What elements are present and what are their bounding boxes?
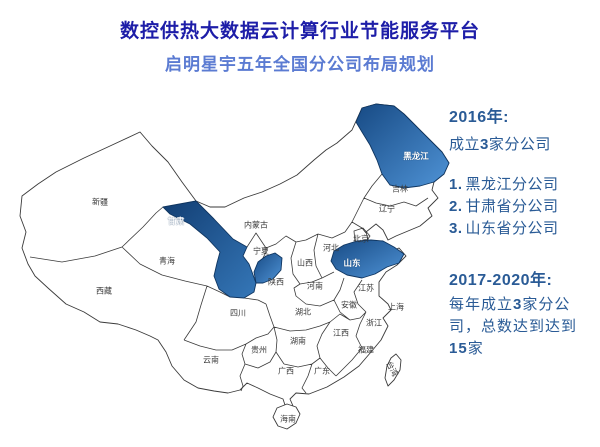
province-label-hainan: 海南 (280, 414, 296, 424)
section-2016-subheading: 成立3家分公司 (449, 136, 551, 153)
province-label-henan: 河南 (307, 281, 323, 291)
right-panel: 2016年: 成立3家分公司 1. 黑龙江分公司 2. 甘肃省分公司 3. 山东省分公… (449, 103, 595, 360)
province-label-hunan: 湖南 (290, 336, 306, 346)
branch-list: 1. 黑龙江分公司 2. 甘肃省分公司 3. 山东省分公司 (449, 174, 595, 240)
province-label-jiangsu: 江苏 (358, 283, 374, 293)
section-2016: 2016年: 成立3家分公司 1. 黑龙江分公司 2. 甘肃省分公司 3. 山东省分公… (449, 103, 595, 240)
page-title: 数控供热大数据云计算行业节能服务平台 (119, 21, 480, 42)
province-label-neimenggu: 内蒙古 (244, 220, 268, 230)
section-2017-2020: 2017-2020年: 每年成立3家分公司，总数达到达到15家 (449, 266, 595, 360)
province-label-shanghai: 上海 (388, 302, 404, 312)
province-label-shandong: 山东 (343, 258, 361, 268)
province-label-gansu: 甘肃 (167, 216, 185, 226)
province-heilongjiang (355, 103, 450, 189)
slide-titles: 数控供热大数据云计算行业节能服务平台 启明星宇五年全国分公司布局规划 (0, 16, 600, 75)
province-label-beijing: 北京 (353, 234, 369, 244)
province-gansu (162, 200, 257, 299)
province-label-fujian: 福建 (358, 345, 374, 355)
province-label-hubei: 湖北 (295, 307, 311, 317)
province-label-sichuan: 四川 (230, 308, 246, 318)
china-map-svg (19, 103, 450, 430)
province-label-jiangxi: 江西 (333, 328, 349, 338)
province-label-shanxi: 山西 (297, 258, 313, 268)
section-2017-2020-body: 每年成立3家分公司，总数达到达到15家 (449, 296, 578, 357)
province-label-guizhou: 贵州 (251, 345, 267, 355)
province-borders (29, 173, 429, 394)
province-label-hebei: 河北 (323, 243, 339, 253)
province-label-xinjiang: 新疆 (92, 197, 108, 207)
list-item-text: 黑龙江分公司 (465, 176, 559, 193)
province-label-ningxia: 宁夏 (253, 246, 269, 256)
island-taiwan (384, 353, 402, 387)
province-gansu-east-lobe (253, 252, 283, 284)
map-labels: 新疆甘肃青海西藏 内蒙古宁夏陕西 山西 河北 北京 黑龙江吉林辽宁山东河南 江苏 安徽 上海 浙江… (0, 100, 452, 445)
list-item: 2. 甘肃省分公司 (449, 196, 595, 218)
province-label-guangdong: 广东 (314, 366, 330, 376)
province-label-guangxi: 广西 (278, 366, 294, 376)
province-label-xizang: 西藏 (96, 286, 112, 296)
province-label-taiwan: 台湾 (384, 359, 400, 379)
page-subtitle: 启明星宇五年全国分公司布局规划 (165, 55, 435, 74)
list-item-number: 2. (449, 198, 463, 215)
section-2017-2020-heading: 2017-2020年: (449, 272, 553, 289)
list-item: 1. 黑龙江分公司 (449, 174, 595, 196)
list-item-text: 甘肃省分公司 (465, 198, 559, 215)
province-label-zhejiang: 浙江 (366, 318, 382, 328)
province-label-shaanxi: 陕西 (268, 277, 284, 287)
province-label-jilin: 吉林 (392, 184, 408, 194)
province-label-heilongjiang: 黑龙江 (403, 151, 429, 161)
list-item-number: 3. (449, 220, 463, 237)
province-label-anhui: 安徽 (341, 300, 357, 310)
province-label-yunnan: 云南 (203, 355, 219, 365)
province-label-liaoning: 辽宁 (379, 204, 395, 214)
list-item-text: 山东省分公司 (465, 220, 559, 237)
list-item: 3. 山东省分公司 (449, 218, 595, 240)
section-2016-heading: 2016年: (449, 109, 509, 126)
province-shandong (330, 239, 405, 279)
list-item-number: 1. (449, 176, 463, 193)
china-map: 新疆甘肃青海西藏 内蒙古宁夏陕西 山西 河北 北京 黑龙江吉林辽宁山东河南 江苏 安徽 上海 浙江… (0, 100, 452, 445)
province-label-qinghai: 青海 (159, 256, 175, 266)
island-hainan (272, 403, 301, 430)
